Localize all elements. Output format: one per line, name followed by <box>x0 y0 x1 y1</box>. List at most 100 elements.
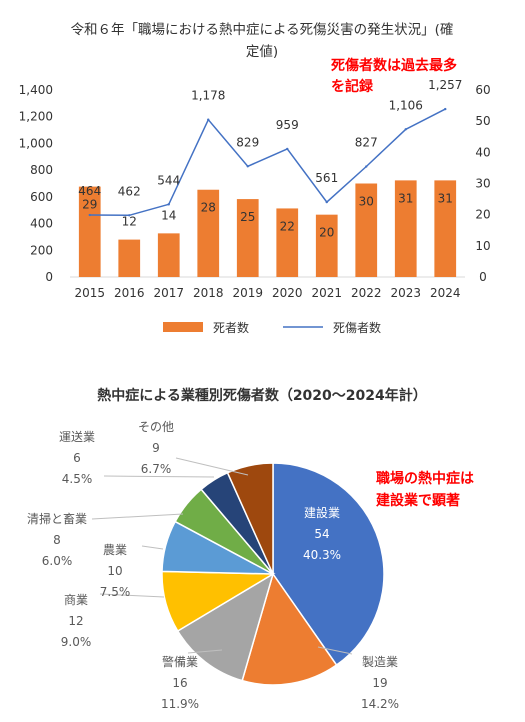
line-value-label: 1,178 <box>191 89 225 103</box>
leader-line <box>99 593 165 598</box>
bar-value-label: 12 <box>122 215 137 229</box>
bar-2023 <box>394 180 417 277</box>
leader-line <box>317 646 353 655</box>
data-labels: 29 12 14 28 25 22 20 30 31 31 464 462 544 1,178 829 959… <box>78 78 462 240</box>
line-value-label: 544 <box>157 173 180 187</box>
pie-label-value: 19 <box>372 676 387 690</box>
pie-label-name: 建設業 <box>304 505 340 520</box>
pie-label-name: 製造業 <box>362 655 398 669</box>
line-value-label: 827 <box>355 136 378 150</box>
x-tick-label: 2015 <box>74 286 105 300</box>
pie-label-percent: 6.0% <box>42 554 73 568</box>
line-point-2021 <box>325 200 328 204</box>
pie-chart: 熱中症による業種別死傷者数（2020～2024年計） 職場の熱中症は 建設業で顕… <box>27 387 474 711</box>
line-point-2024 <box>444 107 447 111</box>
x-tick-label: 2023 <box>390 286 421 300</box>
line-value-label: 462 <box>118 184 141 198</box>
leader-line <box>103 475 215 478</box>
pie-label-name: 清掃と畜業 <box>27 511 87 526</box>
bar-value-label: 25 <box>240 210 255 224</box>
y-right-tick-label: 10 <box>475 239 490 253</box>
pie-label-name: 運送業 <box>59 429 95 444</box>
y-right-tick-label: 40 <box>475 145 490 159</box>
bar-2020 <box>276 208 299 277</box>
pie-label-value: 9 <box>152 441 160 455</box>
y-right-tick-label: 60 <box>475 83 490 97</box>
y-left-tick-label: 0 <box>45 270 53 284</box>
bar-2021 <box>315 214 338 277</box>
y-right-tick-label: 50 <box>475 114 490 128</box>
x-tick-label: 2017 <box>153 286 184 300</box>
y-right-tick-label: 30 <box>475 177 490 191</box>
pie-slice-警備業 <box>176 572 275 682</box>
pie-label-value: 10 <box>107 564 122 578</box>
leader-line <box>187 649 223 654</box>
line-死傷者数 <box>89 108 446 217</box>
pie-label-percent: 11.9% <box>161 697 199 711</box>
pie-label-name: その他 <box>138 420 174 434</box>
pie-labels: 建設業 54 40.3% 製造業 19 14.2% 警備業 16 11.9% 商業 12 9.0% 農業… <box>27 420 399 711</box>
annotation-line-2: を記録 <box>331 78 374 95</box>
pie-label-value: 54 <box>314 527 329 541</box>
pie-label-name: 農業 <box>103 543 127 557</box>
bar-value-label: 30 <box>359 195 374 209</box>
line-point-2017 <box>167 203 170 206</box>
pie-label-value: 12 <box>68 614 83 628</box>
bar-value-label: 31 <box>438 191 453 205</box>
leader-lines <box>91 457 353 655</box>
pie-title: 熱中症による業種別死傷者数（2020～2024年計） <box>97 387 427 404</box>
y-left-tick-label: 800 <box>30 163 53 177</box>
annotation-line-1: 死傷者数は過去最多 <box>330 57 457 74</box>
x-tick-label: 2016 <box>114 286 145 300</box>
pie-label-percent: 7.5% <box>100 585 131 599</box>
pie-label-percent: 40.3% <box>303 548 341 562</box>
bar-value-label: 22 <box>280 219 295 233</box>
line-point-2018 <box>207 118 210 121</box>
y-left-tick-label: 600 <box>30 190 53 204</box>
line-point-2023 <box>404 128 407 131</box>
pie-label-name: 商業 <box>64 592 88 607</box>
leader-line <box>141 545 164 550</box>
y-left-tick-label: 400 <box>30 217 53 231</box>
line-point-2022 <box>365 165 368 168</box>
bar-2017 <box>157 233 180 277</box>
y-left-tick-label: 1,200 <box>19 110 53 124</box>
y-left-tick-label: 1,400 <box>19 83 53 97</box>
leader-line <box>91 513 184 520</box>
legend-line-label: 死傷者数 <box>333 320 381 335</box>
line-value-label: 464 <box>78 184 101 198</box>
y-left-tick-label: 1,000 <box>19 136 53 150</box>
line-value-label: 1,257 <box>428 78 462 92</box>
pie-label-name: 警備業 <box>162 654 198 669</box>
y-right-tick-label: 20 <box>475 208 490 222</box>
pie-label-value: 16 <box>172 676 187 690</box>
pie-label-percent: 14.2% <box>361 697 399 711</box>
bar-2015 <box>78 186 101 277</box>
bar-2024 <box>434 180 457 277</box>
line-series <box>88 107 447 217</box>
line-point-2020 <box>286 147 289 151</box>
pie-annotation-line-1: 職場の熱中症は <box>376 470 474 487</box>
leader-line <box>175 457 249 476</box>
pie-label-value: 6 <box>73 451 81 465</box>
combo-chart: 令和６年「職場における熱中症による死傷災害の発生状況」(確 定値) 死傷者数は過… <box>19 22 491 335</box>
legend-bar-label: 死者数 <box>213 320 249 335</box>
line-point-2016 <box>128 214 131 217</box>
axes: 0 200 400 600 800 1,000 1,200 1,400 0 10 20 30 40 50 6… <box>19 83 491 300</box>
y-left-tick-label: 200 <box>30 243 53 257</box>
x-tick-label: 2022 <box>351 286 382 300</box>
bar-value-label: 20 <box>319 226 334 240</box>
x-tick-label: 2020 <box>272 286 303 300</box>
bar-series <box>78 180 457 277</box>
pie-label-value: 8 <box>53 533 61 547</box>
bar-value-label: 31 <box>398 191 413 205</box>
pie-slice-製造業 <box>241 572 338 686</box>
x-tick-label: 2019 <box>232 286 263 300</box>
bar-2022 <box>355 183 378 277</box>
line-value-label: 959 <box>276 118 299 132</box>
pie-label-percent: 9.0% <box>61 635 92 649</box>
pie-label-percent: 6.7% <box>141 462 172 476</box>
line-value-label: 1,106 <box>389 98 423 112</box>
legend-bar-swatch <box>163 322 203 332</box>
y-right-tick-label: 0 <box>479 270 487 284</box>
